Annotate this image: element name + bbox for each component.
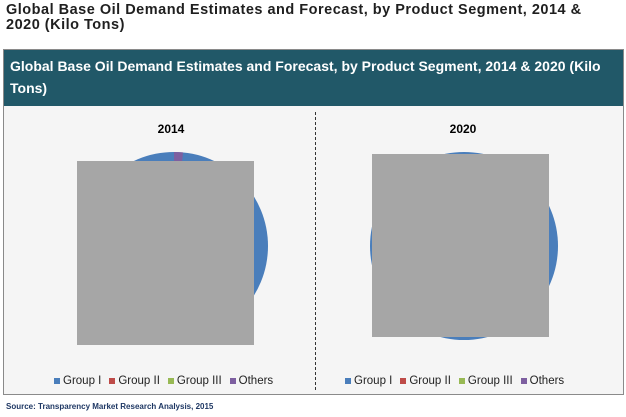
legend-label-group-ii: Group II xyxy=(409,375,451,387)
legend-label-group-i: Group I xyxy=(354,375,393,387)
legend-item-group-ii: Group II xyxy=(400,375,451,387)
legend-item-others: Others xyxy=(520,375,565,387)
legend-swatch-group-iii xyxy=(458,378,465,384)
panel-label-2020: 2020 xyxy=(449,122,477,136)
redaction-overlay-2014 xyxy=(77,161,254,345)
legend-swatch-group-i xyxy=(54,378,60,384)
legend-label-group-ii: Group II xyxy=(118,375,160,387)
legend-label-others: Others xyxy=(529,375,565,387)
redaction-overlay-2020 xyxy=(372,154,549,337)
legend-swatch-others xyxy=(520,378,527,384)
legend-2014: Group I Group II Group III Others xyxy=(54,374,281,388)
legend-label-group-iii: Group III xyxy=(176,375,222,387)
chart-banner: Global Base Oil Demand Estimates and For… xyxy=(4,50,623,106)
legend-2020: Group I Group II Group III Others xyxy=(345,374,572,388)
chart-title: Global Base Oil Demand Estimates and For… xyxy=(10,58,601,96)
legend-item-group-iii: Group III xyxy=(458,375,513,387)
legend-swatch-group-i xyxy=(345,378,351,384)
legend-item-group-i: Group I xyxy=(345,375,392,387)
panel-divider xyxy=(315,112,316,390)
source-note: Source: Transparency Market Research Ana… xyxy=(6,402,214,411)
legend-label-others: Others xyxy=(238,375,274,387)
legend-item-others: Others xyxy=(229,375,274,387)
page-title: Global Base Oil Demand Estimates and For… xyxy=(6,2,582,33)
legend-swatch-group-ii xyxy=(109,378,116,384)
legend-item-group-i: Group I xyxy=(54,375,101,387)
legend-label-group-iii: Group III xyxy=(467,375,513,387)
legend-item-group-ii: Group II xyxy=(109,375,160,387)
legend-label-group-i: Group I xyxy=(63,375,102,387)
legend-item-group-iii: Group III xyxy=(167,375,222,387)
panel-label-2014: 2014 xyxy=(157,122,185,136)
legend-swatch-others xyxy=(229,378,236,384)
legend-swatch-group-iii xyxy=(167,378,174,384)
chart-frame: Global Base Oil Demand Estimates and For… xyxy=(3,49,624,395)
legend-swatch-group-ii xyxy=(400,378,407,384)
